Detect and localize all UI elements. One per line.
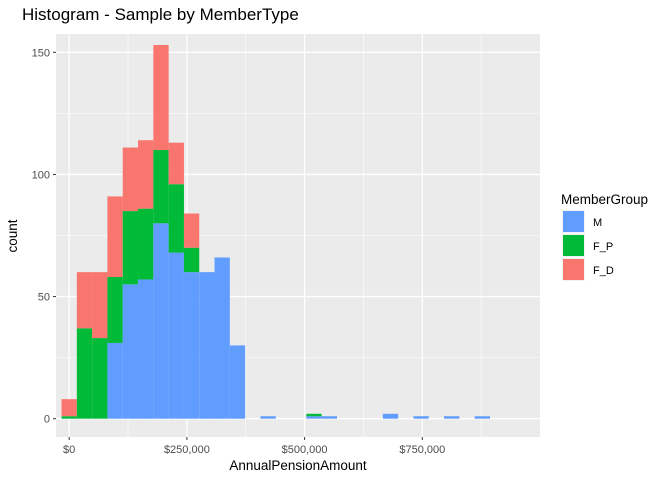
- legend: MemberGroup M F_P F_D: [561, 192, 648, 281]
- minor-gridlines: [56, 34, 540, 437]
- bar-m: [168, 252, 184, 419]
- bar-f-d: [92, 272, 108, 339]
- bar-f-p: [306, 413, 322, 417]
- legend-label: F_P: [593, 241, 613, 253]
- y-tick-label: 0: [44, 414, 50, 426]
- bar-f-p: [92, 338, 108, 419]
- legend-title: MemberGroup: [561, 192, 648, 207]
- bar-f-p: [138, 208, 154, 280]
- bar-f-d: [61, 399, 77, 417]
- bar-f-d: [122, 147, 139, 212]
- major-gridlines: [56, 34, 540, 437]
- bar-f-p: [183, 247, 200, 273]
- y-axis: 0 50 100 150: [32, 47, 56, 426]
- y-tick-label: 50: [38, 292, 50, 304]
- bar-m: [199, 272, 215, 419]
- bar-f-p: [61, 416, 77, 419]
- bar-f-d: [168, 142, 184, 185]
- bar-m: [413, 416, 429, 419]
- legend-swatch-f-d: [563, 259, 584, 280]
- bar-f-p: [153, 150, 169, 224]
- bar-m: [306, 416, 322, 419]
- bar-f-d: [183, 213, 200, 248]
- bar-f-p: [122, 211, 139, 285]
- bar-m: [382, 413, 399, 419]
- x-tick-label: $0: [63, 444, 75, 456]
- bar-m: [229, 345, 246, 419]
- legend-label: M: [593, 217, 602, 229]
- bar-f-d: [153, 44, 169, 151]
- bar-m: [474, 416, 490, 419]
- x-tick-label: $250,000: [164, 444, 210, 456]
- legend-swatch-f-p: [563, 235, 584, 256]
- bar-f-d: [107, 196, 123, 278]
- bar-f-p: [168, 184, 184, 253]
- y-tick-label: 150: [32, 47, 50, 59]
- histogram-bars: [61, 44, 490, 419]
- x-axis: $0 $250,000 $500,000 $750,000: [63, 437, 445, 456]
- y-tick-label: 100: [32, 169, 50, 181]
- bar-m: [444, 416, 460, 419]
- legend-swatch-m: [563, 211, 584, 232]
- bar-m: [107, 342, 123, 419]
- bar-f-d: [138, 140, 154, 209]
- y-axis-title: count: [5, 219, 20, 252]
- bar-f-d: [76, 272, 93, 329]
- bar-m: [153, 223, 169, 419]
- legend-label: F_D: [593, 265, 614, 277]
- x-axis-title: AnnualPensionAmount: [229, 458, 367, 473]
- bar-m: [122, 284, 139, 419]
- bar-f-p: [76, 328, 93, 419]
- bar-m: [321, 416, 337, 419]
- bar-f-p: [107, 277, 123, 343]
- chart-title: Histogram - Sample by MemberType: [22, 5, 299, 24]
- bar-m: [214, 257, 230, 419]
- bar-m: [183, 272, 200, 419]
- bar-m: [138, 279, 154, 419]
- bar-m: [260, 416, 276, 419]
- x-tick-label: $750,000: [399, 444, 445, 456]
- x-tick-label: $500,000: [282, 444, 328, 456]
